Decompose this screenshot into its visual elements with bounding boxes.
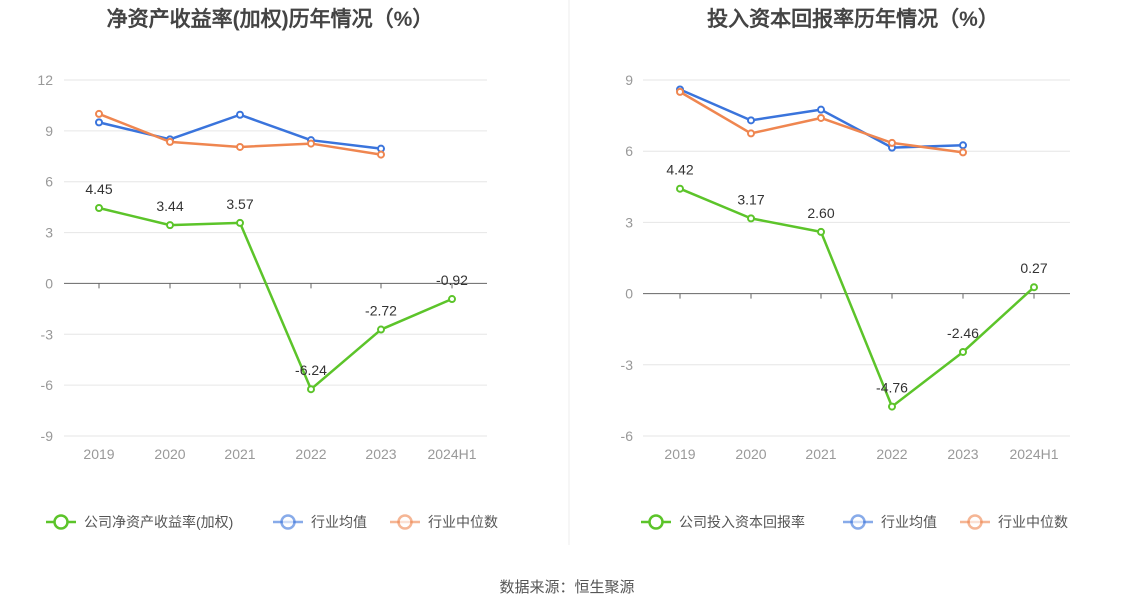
data-source: 数据来源：恒生聚源 bbox=[499, 579, 634, 596]
legend-label: 行业均值 bbox=[881, 514, 937, 530]
y-tick-label: 12 bbox=[37, 72, 53, 88]
legend-item-1: 公司净资产收益率(加权) bbox=[46, 514, 233, 530]
data-label: -2.46 bbox=[947, 325, 979, 341]
data-label: 0.27 bbox=[1020, 260, 1047, 276]
y-tick-label: 0 bbox=[625, 286, 633, 302]
data-point bbox=[1030, 283, 1038, 292]
y-tick-label: -6 bbox=[621, 428, 634, 444]
y-tick-label: 6 bbox=[625, 143, 633, 159]
data-point bbox=[166, 137, 174, 146]
data-label: 3.17 bbox=[737, 191, 764, 207]
data-label: 3.57 bbox=[226, 196, 253, 212]
chart-title: 净资产收益率(加权)历年情况（%） bbox=[107, 7, 434, 31]
legend-item-1: 公司投入资本回报率 bbox=[641, 514, 805, 530]
x-tick-label: 2020 bbox=[154, 446, 185, 462]
chart-title: 投入资本回报率历年情况（%） bbox=[707, 7, 999, 31]
x-tick-label: 2019 bbox=[664, 446, 695, 462]
y-tick-label: 3 bbox=[625, 214, 633, 230]
series-line-3 bbox=[679, 90, 964, 154]
data-point bbox=[448, 295, 456, 304]
series-line-1 bbox=[98, 206, 453, 391]
data-point bbox=[676, 184, 684, 193]
x-tick-label: 2019 bbox=[83, 446, 114, 462]
data-point bbox=[307, 139, 315, 148]
data-point bbox=[747, 116, 755, 125]
data-point bbox=[166, 221, 174, 230]
data-label: 4.42 bbox=[666, 162, 693, 178]
data-point bbox=[236, 142, 244, 151]
data-point bbox=[95, 118, 103, 127]
x-tick-label: 2020 bbox=[735, 446, 766, 462]
legend-item-2: 行业均值 bbox=[273, 514, 367, 530]
x-tick-label: 2023 bbox=[365, 446, 396, 462]
chart-panel-2: 投入资本回报率历年情况（%） 9 6 3 0 -3 -6 2019 2020 2021 2022 20… bbox=[621, 7, 1070, 530]
data-point bbox=[817, 113, 825, 122]
y-tick-label: 9 bbox=[625, 72, 633, 88]
series-line-1 bbox=[679, 187, 1035, 408]
legend-item-2: 行业均值 bbox=[843, 514, 937, 530]
data-label: -0.92 bbox=[436, 272, 468, 288]
y-tick-label: 6 bbox=[45, 174, 53, 190]
legend-label: 行业中位数 bbox=[998, 514, 1068, 530]
data-point bbox=[888, 138, 896, 147]
x-tick-label: 2024H1 bbox=[1009, 446, 1058, 462]
data-point bbox=[95, 203, 103, 212]
legend-swatch-marker bbox=[280, 514, 296, 530]
legend-swatch-marker bbox=[648, 514, 664, 530]
data-label: -4.76 bbox=[876, 380, 908, 396]
data-point bbox=[236, 218, 244, 227]
data-point bbox=[377, 150, 385, 159]
legend-item-3: 行业中位数 bbox=[390, 514, 498, 530]
data-point bbox=[888, 402, 896, 411]
data-point bbox=[817, 227, 825, 236]
x-tick-label: 2021 bbox=[224, 446, 255, 462]
x-tick-label: 2024H1 bbox=[427, 446, 476, 462]
legend-label: 公司净资产收益率(加权) bbox=[84, 514, 233, 530]
data-label: 2.60 bbox=[807, 205, 834, 221]
data-label: 4.45 bbox=[85, 181, 112, 197]
data-point bbox=[95, 109, 103, 118]
legend-label: 行业均值 bbox=[311, 514, 367, 530]
y-tick-label: 3 bbox=[45, 225, 53, 241]
data-point bbox=[377, 325, 385, 334]
y-tick-label: -3 bbox=[41, 326, 54, 342]
legend-swatch-marker bbox=[967, 514, 983, 530]
data-label: -6.24 bbox=[295, 362, 327, 378]
y-tick-label: 9 bbox=[45, 123, 53, 139]
x-tick-label: 2022 bbox=[876, 446, 907, 462]
legend-label: 行业中位数 bbox=[428, 514, 498, 530]
data-label: -2.72 bbox=[365, 303, 397, 319]
y-tick-label: -6 bbox=[41, 377, 54, 393]
y-tick-label: -3 bbox=[621, 357, 634, 373]
chart-panel-1: 净资产收益率(加权)历年情况（%） 12 9 6 3 0 -3 -6 -9 2019 2020 202… bbox=[37, 7, 498, 530]
legend-item-3: 行业中位数 bbox=[960, 514, 1068, 530]
data-point bbox=[959, 347, 967, 356]
data-point bbox=[747, 129, 755, 138]
y-tick-label: -9 bbox=[41, 428, 54, 444]
legend-swatch-marker bbox=[850, 514, 866, 530]
y-tick-label: 0 bbox=[45, 275, 53, 291]
data-point bbox=[817, 105, 825, 114]
data-label: 3.44 bbox=[156, 198, 183, 214]
legend-swatch-marker bbox=[53, 514, 69, 530]
data-point bbox=[236, 110, 244, 119]
x-tick-label: 2022 bbox=[295, 446, 326, 462]
data-point bbox=[676, 87, 684, 96]
data-point bbox=[959, 148, 967, 157]
data-point bbox=[959, 141, 967, 150]
x-tick-label: 2023 bbox=[947, 446, 978, 462]
data-point bbox=[747, 214, 755, 223]
data-point bbox=[307, 385, 315, 394]
x-tick-label: 2021 bbox=[805, 446, 836, 462]
legend-swatch-marker bbox=[397, 514, 413, 530]
legend-label: 公司投入资本回报率 bbox=[679, 514, 805, 530]
